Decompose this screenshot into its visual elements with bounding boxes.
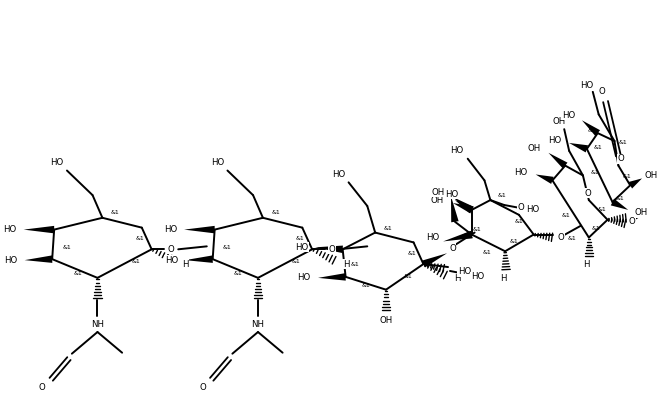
Text: &1: &1 bbox=[591, 170, 599, 175]
Text: &1: &1 bbox=[384, 226, 392, 231]
Text: &1: &1 bbox=[74, 272, 82, 276]
Text: HO: HO bbox=[562, 111, 575, 120]
Text: OH: OH bbox=[553, 117, 566, 126]
Text: &1: &1 bbox=[623, 174, 631, 179]
Polygon shape bbox=[453, 203, 473, 213]
Text: &1: &1 bbox=[591, 226, 600, 231]
Text: O: O bbox=[200, 383, 206, 392]
Text: OH: OH bbox=[431, 196, 444, 204]
Text: OH: OH bbox=[645, 171, 657, 180]
Text: HO: HO bbox=[548, 135, 561, 144]
Polygon shape bbox=[452, 231, 472, 239]
Text: &1: &1 bbox=[407, 251, 416, 256]
Text: &1: &1 bbox=[62, 245, 72, 250]
Text: HO: HO bbox=[514, 168, 528, 177]
Text: &1: &1 bbox=[510, 239, 518, 244]
Polygon shape bbox=[453, 197, 474, 213]
Text: &1: &1 bbox=[131, 258, 140, 264]
Text: O: O bbox=[39, 383, 46, 392]
Text: HO: HO bbox=[164, 225, 177, 234]
Text: &1: &1 bbox=[296, 236, 305, 241]
Text: OH: OH bbox=[634, 208, 647, 217]
Text: HO: HO bbox=[458, 267, 471, 276]
Text: H: H bbox=[500, 274, 507, 283]
Text: &1: &1 bbox=[483, 250, 492, 255]
Text: H: H bbox=[343, 260, 349, 269]
Text: HO: HO bbox=[580, 81, 593, 90]
Text: HO: HO bbox=[332, 170, 346, 179]
Polygon shape bbox=[315, 245, 343, 253]
Polygon shape bbox=[569, 143, 588, 153]
Text: O: O bbox=[449, 244, 456, 253]
Text: NH: NH bbox=[91, 320, 104, 329]
Polygon shape bbox=[455, 200, 474, 213]
Text: O: O bbox=[599, 87, 605, 96]
Text: O: O bbox=[618, 154, 625, 163]
Text: &1: &1 bbox=[587, 128, 596, 133]
Text: &1: &1 bbox=[616, 196, 625, 200]
Text: &1: &1 bbox=[223, 245, 232, 250]
Text: &1: &1 bbox=[351, 262, 360, 267]
Polygon shape bbox=[451, 196, 459, 222]
Polygon shape bbox=[318, 273, 346, 281]
Text: HO: HO bbox=[445, 190, 459, 199]
Polygon shape bbox=[628, 178, 642, 189]
Polygon shape bbox=[184, 226, 215, 234]
Text: HO: HO bbox=[426, 233, 439, 242]
Text: &1: &1 bbox=[593, 145, 602, 151]
Polygon shape bbox=[422, 253, 447, 267]
Text: HO: HO bbox=[470, 272, 484, 281]
Text: OH: OH bbox=[379, 316, 393, 325]
Text: O: O bbox=[518, 203, 524, 212]
Text: &1: &1 bbox=[514, 219, 523, 224]
Text: HO: HO bbox=[165, 256, 178, 265]
Text: HO: HO bbox=[297, 273, 310, 282]
Text: O: O bbox=[585, 189, 591, 198]
Polygon shape bbox=[582, 120, 600, 136]
Polygon shape bbox=[24, 255, 53, 263]
Polygon shape bbox=[24, 226, 54, 234]
Text: H: H bbox=[583, 260, 589, 269]
Text: &1: &1 bbox=[403, 274, 412, 279]
Text: &1: &1 bbox=[234, 272, 242, 276]
Text: O: O bbox=[328, 245, 335, 254]
Polygon shape bbox=[549, 153, 568, 169]
Text: HO: HO bbox=[450, 146, 464, 155]
Text: &1: &1 bbox=[498, 193, 507, 198]
Polygon shape bbox=[443, 231, 472, 241]
Text: HO: HO bbox=[526, 205, 539, 214]
Text: HO: HO bbox=[5, 256, 18, 265]
Text: O: O bbox=[628, 217, 635, 226]
Text: &1: &1 bbox=[562, 213, 570, 218]
Text: &1: &1 bbox=[111, 210, 120, 216]
Text: OH: OH bbox=[432, 188, 445, 197]
Text: &1: &1 bbox=[597, 207, 606, 212]
Text: &1: &1 bbox=[568, 236, 576, 241]
Text: &1: &1 bbox=[292, 258, 301, 264]
Text: NH: NH bbox=[252, 320, 265, 329]
Text: OH: OH bbox=[528, 144, 541, 153]
Text: O: O bbox=[557, 233, 564, 242]
Text: &1: &1 bbox=[135, 236, 144, 241]
Text: O: O bbox=[168, 245, 175, 254]
Text: &1: &1 bbox=[362, 283, 371, 288]
Text: &1: &1 bbox=[472, 227, 481, 232]
Text: H: H bbox=[182, 260, 189, 269]
Text: &1: &1 bbox=[271, 210, 280, 216]
Polygon shape bbox=[185, 255, 213, 263]
Text: H: H bbox=[454, 274, 461, 283]
Text: HO: HO bbox=[3, 225, 16, 234]
Polygon shape bbox=[535, 175, 554, 184]
Polygon shape bbox=[611, 199, 628, 210]
Text: HO: HO bbox=[295, 243, 308, 252]
Text: &1: &1 bbox=[619, 140, 627, 146]
Text: HO: HO bbox=[211, 158, 224, 167]
Text: HO: HO bbox=[51, 158, 64, 167]
